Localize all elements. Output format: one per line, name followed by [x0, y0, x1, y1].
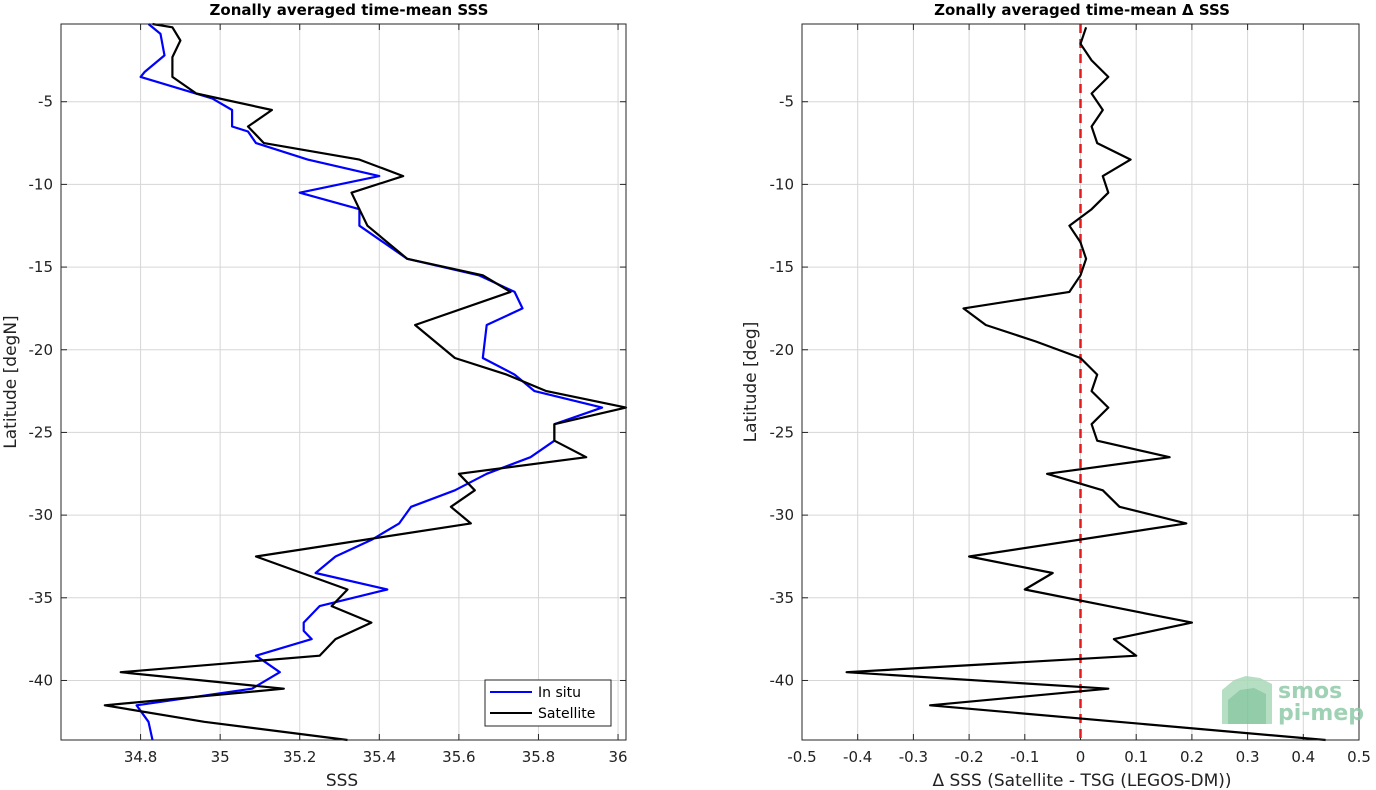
sss-panel: Zonally averaged time-mean SSS 34.8 35 35.… [1, 1, 628, 790]
y-tick-label: -35 [29, 589, 54, 607]
x-tick-label: 0.1 [1124, 748, 1148, 766]
x-tick-label: 0.2 [1180, 748, 1204, 766]
y-tick-label: -40 [770, 671, 795, 689]
y-tick-label: -30 [29, 506, 54, 524]
x-tick-label: 34.8 [124, 748, 157, 766]
y-tick-label: -10 [770, 175, 795, 193]
delta-sss-axes-box [801, 23, 1360, 741]
x-tick-label: -0.3 [899, 748, 928, 766]
x-tick-label: 0.3 [1236, 748, 1260, 766]
smos-pi-mep-logo: smos pi-mep [1222, 676, 1364, 726]
x-tick-label: 0.5 [1347, 748, 1371, 766]
sss-plot-area [61, 24, 626, 740]
y-tick-label: -20 [29, 341, 54, 359]
x-tick-label: 0.4 [1291, 748, 1315, 766]
delta-sss-series [845, 26, 1326, 742]
y-tick-label: -5 [38, 93, 53, 111]
y-tick-label: -25 [29, 423, 54, 441]
x-tick-label: 35.8 [522, 748, 555, 766]
x-tick-label: -0.5 [787, 748, 816, 766]
sss-ticks: 34.8 35 35.2 35.4 35.6 35.8 36 -5 -10 -15 -20 -25 -3… [29, 24, 628, 766]
y-tick-label: -5 [779, 93, 794, 111]
y-tick-label: -15 [29, 258, 54, 276]
delta-sss-panel-title: Zonally averaged time-mean Δ SSS [934, 1, 1230, 19]
sss-y-axis-label: Latitude [degN] [1, 315, 21, 448]
y-tick-label: -35 [770, 589, 795, 607]
series-line-delta-sss [845, 26, 1326, 742]
sss-axes-box [60, 23, 627, 741]
delta-sss-y-axis-label: Latitude [deg] [741, 322, 761, 443]
logo-text-line2: pi-mep [1278, 701, 1364, 726]
legend-satellite-label: Satellite [538, 706, 595, 722]
y-tick-label: -30 [770, 506, 795, 524]
logo-wave-shape-inner [1228, 688, 1266, 724]
logo-text-line1: smos [1278, 679, 1342, 704]
legend-box [484, 679, 612, 727]
series-line-in-situ [135, 23, 604, 741]
legend: In situ Satellite [484, 679, 612, 727]
delta-sss-x-axis-label: Δ SSS (Satellite - TSG (LEGOS-DM)) [932, 771, 1231, 790]
x-tick-label: -0.2 [954, 748, 983, 766]
x-tick-label: 35 [211, 748, 230, 766]
y-tick-label: -40 [29, 671, 54, 689]
x-tick-label: -0.4 [843, 748, 872, 766]
y-tick-label: -20 [770, 341, 795, 359]
series-line-satellite [103, 22, 628, 742]
x-tick-label: 0 [1076, 748, 1086, 766]
sss-series [103, 22, 628, 742]
sss-grid [61, 24, 626, 740]
y-tick-label: -15 [770, 258, 795, 276]
legend-in-situ-label: In situ [538, 685, 581, 701]
x-tick-label: -0.1 [1010, 748, 1039, 766]
x-tick-label: 35.2 [283, 748, 316, 766]
sss-x-axis-label: SSS [326, 771, 358, 790]
x-tick-label: 35.4 [363, 748, 396, 766]
x-tick-label: 35.6 [442, 748, 475, 766]
y-tick-label: -25 [770, 423, 795, 441]
delta-sss-panel: Zonally averaged time-mean Δ SSS -0.5 -0.… [741, 1, 1371, 790]
sss-panel-title: Zonally averaged time-mean SSS [210, 1, 489, 19]
y-tick-label: -10 [29, 175, 54, 193]
x-tick-label: 36 [608, 748, 627, 766]
